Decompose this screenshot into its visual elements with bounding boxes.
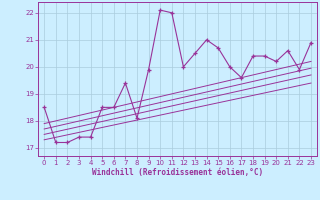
- X-axis label: Windchill (Refroidissement éolien,°C): Windchill (Refroidissement éolien,°C): [92, 168, 263, 177]
